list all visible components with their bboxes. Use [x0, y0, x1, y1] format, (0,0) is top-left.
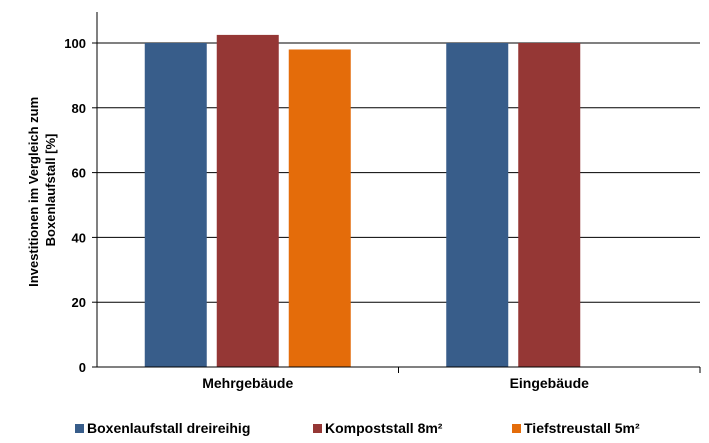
- legend-swatch: [313, 424, 322, 433]
- x-category-label: Eingebäude: [510, 375, 590, 391]
- y-tick-label: 80: [72, 101, 86, 116]
- legend-swatch: [512, 424, 521, 433]
- legend-label: Tiefstreustall 5m²: [524, 420, 640, 436]
- legend-label: Boxenlaufstall dreireihig: [87, 420, 250, 436]
- bar: [446, 43, 509, 367]
- y-tick-label: 40: [72, 230, 86, 245]
- bar: [144, 43, 207, 367]
- y-tick-label: 0: [79, 360, 86, 375]
- bar: [518, 43, 581, 367]
- y-axis-label-line-1: Investitionen im Vergleich zum: [26, 97, 41, 287]
- y-tick-label: 20: [72, 295, 86, 310]
- bar: [216, 34, 279, 368]
- legend: Boxenlaufstall dreireihig Kompoststall 8m…: [75, 420, 640, 436]
- y-axis-label: Investitionen im Vergleich zum Boxenlauf…: [26, 93, 58, 287]
- bar: [288, 49, 351, 367]
- y-axis-label-line-2: Boxenlaufstall [%]: [43, 134, 58, 247]
- x-category-labels: Mehrgebäude Eingebäude: [202, 367, 701, 391]
- legend-swatch: [75, 424, 84, 433]
- x-category-label: Mehrgebäude: [202, 375, 293, 391]
- y-tick-labels: 0 20 40 60 80 100: [64, 36, 97, 375]
- legend-label: Kompoststall 8m²: [325, 420, 443, 436]
- y-tick-label: 60: [72, 166, 86, 181]
- bars: [144, 34, 581, 368]
- y-tick-label: 100: [64, 36, 86, 51]
